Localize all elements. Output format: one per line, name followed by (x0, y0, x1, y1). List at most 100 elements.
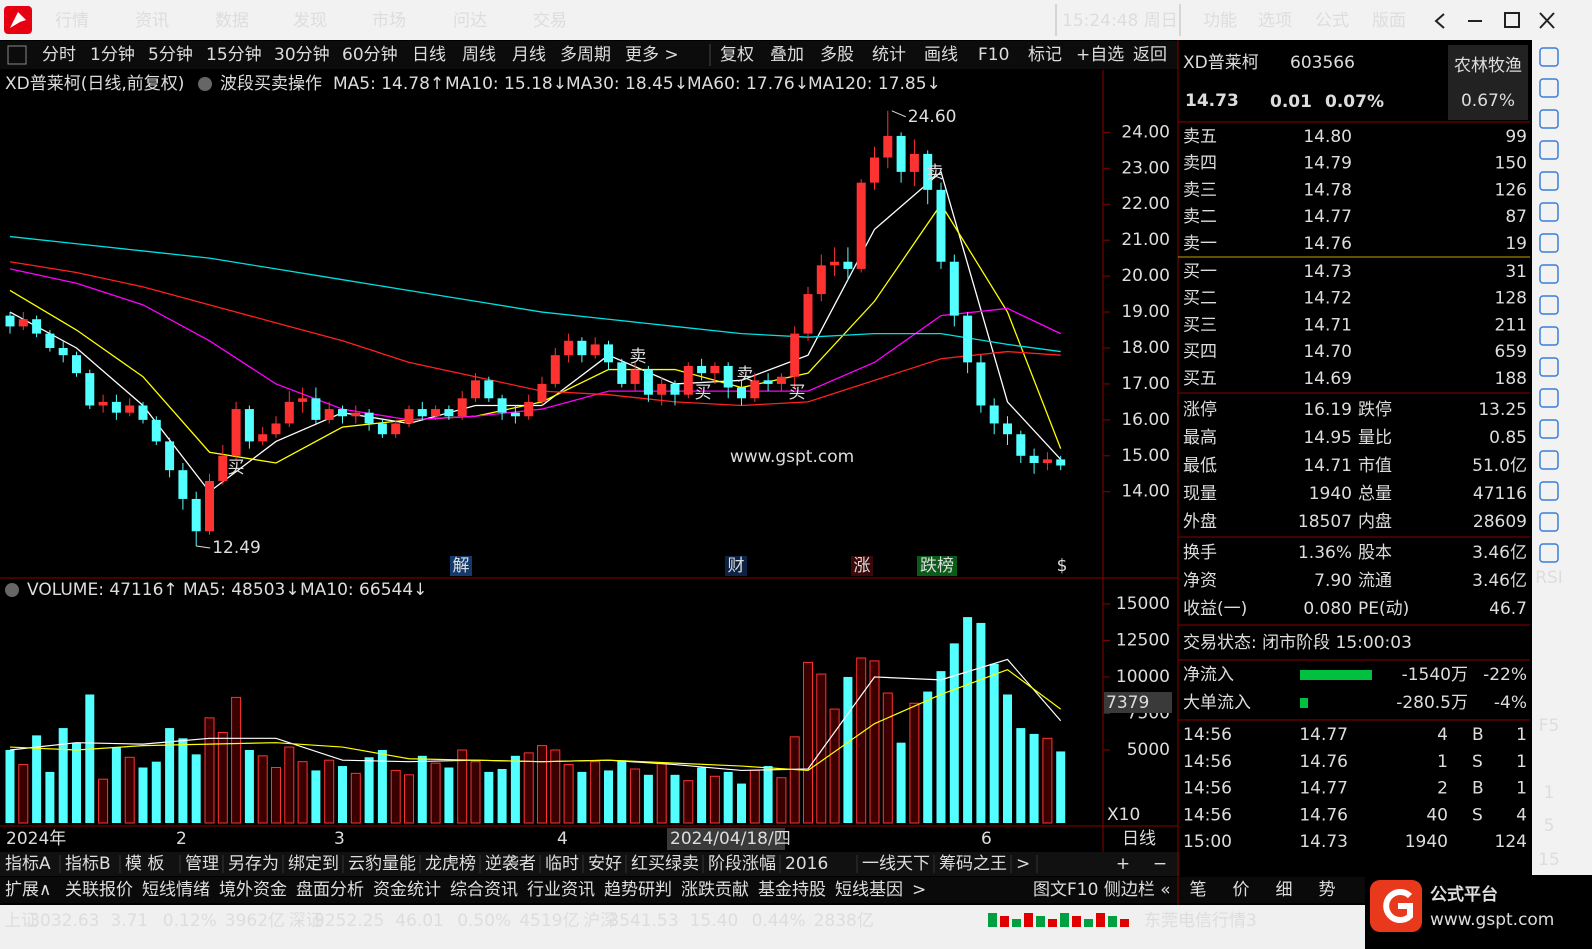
indicator-tab[interactable]: 安好 (588, 854, 622, 874)
event-marker[interactable]: 解 (453, 556, 470, 576)
toolbar-item[interactable]: 月线 (512, 45, 546, 65)
toolbar-item[interactable]: 更多 > (625, 45, 679, 65)
toolbar-item[interactable]: 返回 (1133, 45, 1167, 65)
extension-tab[interactable]: 境外资金 (219, 880, 287, 900)
sidebar-icon[interactable] (1539, 264, 1559, 284)
indicator-tab[interactable]: 龙虎榜 (425, 854, 476, 874)
sidebar-label[interactable]: F5 (1539, 716, 1560, 736)
extension-tab[interactable]: 盘面分析 (296, 880, 364, 900)
extension-tab[interactable]: 涨跌贡献 (681, 880, 749, 900)
menu-item[interactable]: 版面 (1372, 11, 1406, 31)
indicator-tab[interactable]: 筹码之王 (939, 854, 1007, 874)
menu-item[interactable]: 市场 (372, 11, 406, 31)
sidebar-icon[interactable] (1539, 233, 1559, 253)
sidebar-icon[interactable] (1539, 357, 1559, 377)
event-marker[interactable]: $ (1057, 556, 1068, 576)
indicator-tab[interactable]: 一线天下 (862, 854, 930, 874)
toolbar-item[interactable]: 5分钟 (148, 45, 193, 65)
indicator-tab[interactable]: 指标A (5, 854, 51, 874)
menu-item[interactable]: 行情 (55, 11, 89, 31)
toolbar-item[interactable]: 60分钟 (342, 45, 398, 65)
indicator-tab[interactable]: 阶段涨幅 (708, 854, 776, 874)
sidebar-icon[interactable] (1539, 295, 1559, 315)
indicator-tab[interactable]: > (1016, 854, 1030, 874)
toolbar-icon[interactable] (7, 45, 27, 65)
tab-button[interactable]: − (1153, 854, 1167, 874)
sector-name[interactable]: 农林牧渔 (1454, 56, 1522, 76)
sidebar-label[interactable]: 1 (1544, 783, 1555, 803)
extension-tab[interactable]: 扩展∧ (5, 880, 51, 900)
menu-item[interactable]: 交易 (533, 11, 567, 31)
toolbar-item[interactable]: 叠加 (770, 45, 804, 65)
menu-item[interactable]: 数据 (215, 11, 249, 31)
toolbar-item[interactable]: 统计 (872, 45, 906, 65)
menu-item[interactable]: 发现 (293, 11, 327, 31)
sidebar-icon[interactable] (1539, 543, 1559, 563)
indicator-icon[interactable] (5, 583, 19, 597)
panel-tab[interactable]: 细 (1276, 880, 1293, 900)
sidebar-icon[interactable] (1539, 388, 1559, 408)
indicator-tab[interactable]: 2016 (785, 854, 828, 874)
sidebar-icon[interactable] (1539, 450, 1559, 470)
sidebar-icon[interactable] (1539, 419, 1559, 439)
toolbar-item[interactable]: 分时 (42, 45, 76, 65)
indicator-tab[interactable]: 绑定到 (288, 854, 339, 874)
sidebar-icon[interactable] (1539, 326, 1559, 346)
indicator-icon[interactable] (198, 77, 212, 91)
toolbar-item[interactable]: F10 (978, 45, 1009, 65)
event-marker[interactable]: 财 (728, 556, 745, 576)
sidebar-label[interactable]: RSI (1535, 568, 1563, 588)
toolbar-item[interactable]: 多周期 (560, 45, 611, 65)
tab-button[interactable]: + (1116, 854, 1130, 874)
sidebar-icon[interactable] (1539, 171, 1559, 191)
toolbar-item[interactable]: 复权 (720, 45, 754, 65)
menu-item[interactable]: 公式 (1315, 11, 1349, 31)
menu-item[interactable]: 问达 (453, 11, 487, 31)
menu-item[interactable]: 资讯 (135, 11, 169, 31)
sidebar-icon[interactable] (1539, 47, 1559, 67)
sidebar-icon[interactable] (1539, 109, 1559, 129)
sidebar-label[interactable]: 5 (1544, 816, 1555, 836)
toolbar-item[interactable]: 15分钟 (206, 45, 262, 65)
toolbar-item[interactable]: 标记 (1028, 45, 1062, 65)
sidebar-toggle[interactable]: 图文F10 侧边栏 « (1033, 880, 1171, 900)
sidebar-icon[interactable] (1539, 78, 1559, 98)
toolbar-item[interactable]: 1分钟 (90, 45, 135, 65)
sidebar-icon[interactable] (1539, 202, 1559, 222)
extension-tab[interactable]: 短线情绪 (142, 880, 210, 900)
indicator-tab[interactable]: 管理 (185, 854, 219, 874)
panel-tab[interactable]: 势 (1319, 880, 1336, 900)
indicator-tab[interactable]: 逆袭者 (485, 854, 536, 874)
maximize-button[interactable] (1504, 12, 1520, 28)
indicator-tab[interactable]: 模 板 (125, 854, 164, 874)
back-button[interactable] (1434, 13, 1445, 29)
toolbar-item[interactable]: 多股 (820, 45, 854, 65)
panel-tab[interactable]: 笔 (1190, 880, 1207, 900)
toolbar-item[interactable]: 周线 (462, 45, 496, 65)
toolbar-item[interactable]: +自选 (1076, 45, 1124, 65)
extension-tab[interactable]: 基金持股 (758, 880, 826, 900)
event-marker[interactable]: 涨 (854, 556, 871, 576)
indicator-tab[interactable]: 云豹量能 (348, 854, 416, 874)
extension-tab[interactable]: 趋势研判 (604, 880, 672, 900)
extension-tab[interactable]: 资金统计 (373, 880, 441, 900)
event-marker[interactable]: 跌榜 (920, 556, 954, 576)
sidebar-icon[interactable] (1539, 140, 1559, 160)
sidebar-icon[interactable] (1539, 481, 1559, 501)
toolbar-item[interactable]: 30分钟 (274, 45, 330, 65)
indicator-tab[interactable]: 红买绿卖 (631, 854, 699, 874)
extension-tab[interactable]: > (912, 880, 926, 900)
extension-tab[interactable]: 综合资讯 (450, 880, 518, 900)
indicator-tab[interactable]: 指标B (65, 854, 111, 874)
extension-tab[interactable]: 短线基因 (835, 880, 903, 900)
menu-item[interactable]: 选项 (1258, 11, 1292, 31)
sidebar-icon[interactable] (1539, 512, 1559, 532)
indicator-tab[interactable]: 临时 (545, 854, 579, 874)
menu-item[interactable]: 功能 (1203, 11, 1237, 31)
extension-tab[interactable]: 关联报价 (65, 880, 133, 900)
toolbar-item[interactable]: 日线 (412, 45, 446, 65)
extension-tab[interactable]: 行业资讯 (527, 880, 595, 900)
toolbar-item[interactable]: 画线 (924, 45, 958, 65)
indicator-tab[interactable]: 另存为 (228, 854, 279, 874)
sidebar-label[interactable]: 15 (1538, 850, 1560, 870)
